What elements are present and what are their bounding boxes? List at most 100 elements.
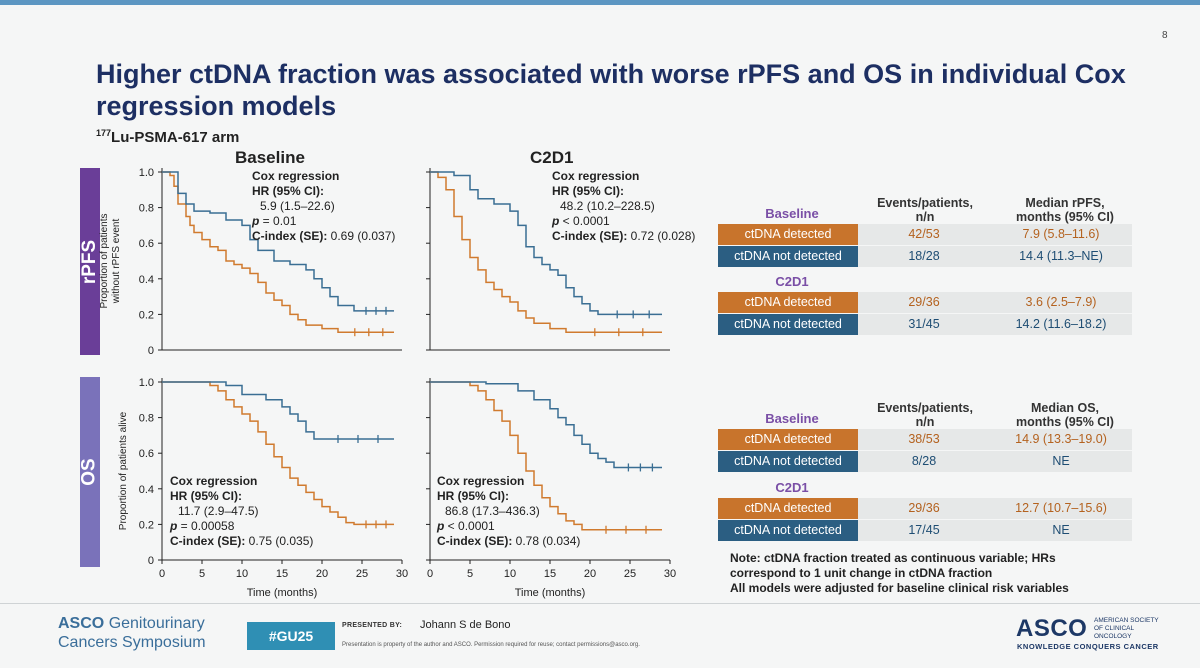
asco-tagline: KNOWLEDGE CONQUERS CANCER: [1017, 642, 1159, 651]
rpfs-col-median-line2: months (95% CI): [995, 210, 1135, 224]
os-baseline-y-tick-label: 1.0: [139, 377, 154, 389]
os-c2d1-x-tick-label: 0: [427, 568, 433, 580]
os-baseline-series-not-detected: [162, 382, 394, 439]
symposium-line1: Genitourinary: [109, 615, 205, 632]
os-baseline-annotation-line: C-index (SE): 0.75 (0.035): [170, 534, 313, 548]
rpfs-baseline-notdetected-label: ctDNA not detected: [718, 246, 858, 267]
rpfs-c2d1-annotation-line: HR (95% CI):: [552, 184, 624, 198]
os-c2d1-x-tick-label: 30: [664, 568, 676, 580]
os-baseline-x-tick-label: 30: [396, 568, 408, 580]
os-baseline-detected-events: 38/53: [858, 429, 990, 450]
os-baseline-annotation-line: 11.7 (2.9–47.5): [178, 504, 259, 518]
rpfs-baseline-y-tick-label: 1.0: [139, 167, 154, 179]
os-baseline-y-tick-label: 0.2: [139, 519, 154, 531]
os-col-median-line1: Median OS,: [995, 401, 1135, 415]
symposium-line2: Cancers Symposium: [58, 633, 206, 652]
os-baseline-y-tick-label: 0.8: [139, 413, 154, 425]
footnote: Note: ctDNA fraction treated as continuo…: [730, 551, 1170, 596]
rpfs-c2d1-annotation-line: C-index (SE): 0.72 (0.028): [552, 229, 695, 243]
footnote-line2: correspond to 1 unit change in ctDNA fra…: [730, 566, 1170, 581]
presented-by-label: PRESENTED BY:: [342, 622, 402, 629]
rpfs-baseline-y-tick-label: 0.2: [139, 309, 154, 321]
os-col-median-line2: months (95% CI): [995, 415, 1135, 429]
rpfs-baseline-detected-events: 42/53: [858, 224, 990, 245]
os-baseline-x-tick-label: 25: [356, 568, 368, 580]
rpfs-baseline-y-axis-label: Proportion of patientswithout rPFS event: [99, 213, 122, 308]
os-group-c2d1: C2D1: [728, 480, 856, 495]
rpfs-c2d1-notdetected-label: ctDNA not detected: [718, 314, 858, 335]
os-baseline-x-tick-label: 20: [316, 568, 328, 580]
os-c2d1-annotation-line: C-index (SE): 0.78 (0.034): [437, 534, 580, 548]
rpfs-baseline-notdetected-median: 14.4 (11.3–NE): [990, 246, 1132, 267]
rpfs-c2d1-annotation-line: p < 0.0001: [551, 214, 610, 228]
rpfs-c2d1-annotation-line: Cox regression: [552, 169, 639, 183]
rpfs-group-baseline: Baseline: [728, 206, 856, 221]
rpfs-col-median: Median rPFS, months (95% CI): [995, 196, 1135, 224]
os-baseline-notdetected-label: ctDNA not detected: [718, 451, 858, 472]
os-c2d1-annotation-line: HR (95% CI):: [437, 489, 509, 503]
os-c2d1-series-not-detected: [430, 382, 662, 467]
os-c2d1-x-tick-label: 15: [544, 568, 556, 580]
os-c2d1-x-tick-label: 5: [467, 568, 473, 580]
os-c2d1-detected-label: ctDNA detected: [718, 498, 858, 519]
rpfs-c2d1-detected-median: 3.6 (2.5–7.9): [990, 292, 1132, 313]
os-baseline-detected-median: 14.9 (13.3–19.0): [990, 429, 1132, 450]
os-c2d1-annotation-line: Cox regression: [437, 474, 524, 488]
rpfs-baseline-y-tick-label: 0.6: [139, 238, 154, 250]
os-c2d1-annotation-line: 86.8 (17.3–436.3): [445, 504, 540, 518]
rpfs-baseline-annotation-line: 5.9 (1.5–22.6): [260, 199, 335, 213]
rpfs-group-c2d1: C2D1: [728, 274, 856, 289]
os-baseline-x-tick-label: 0: [159, 568, 165, 580]
rpfs-c2d1-detected-label: ctDNA detected: [718, 292, 858, 313]
os-baseline-annotation-line: Cox regression: [170, 474, 257, 488]
rpfs-col-events-line1: Events/patients,: [860, 196, 990, 210]
os-baseline-x-axis-label: Time (months): [247, 587, 318, 599]
rpfs-baseline-notdetected-events: 18/28: [858, 246, 990, 267]
os-c2d1-notdetected-events: 17/45: [858, 520, 990, 541]
os-col-events-line1: Events/patients,: [860, 401, 990, 415]
rpfs-col-median-line1: Median rPFS,: [995, 196, 1135, 210]
hashtag-badge: #GU25: [247, 622, 335, 650]
os-col-median: Median OS, months (95% CI): [995, 401, 1135, 429]
footnote-line3: All models were adjusted for baseline cl…: [730, 581, 1170, 596]
footer-divider: [0, 603, 1200, 604]
rpfs-baseline-y-tick-label: 0.8: [139, 203, 154, 215]
os-baseline-annotation-line: p = 0.00058: [169, 519, 235, 533]
os-col-events-line2: n/n: [860, 415, 990, 429]
os-c2d1-detected-events: 29/36: [858, 498, 990, 519]
os-c2d1-x-tick-label: 25: [624, 568, 636, 580]
rpfs-c2d1-notdetected-events: 31/45: [858, 314, 990, 335]
rpfs-col-events-line2: n/n: [860, 210, 990, 224]
os-baseline-x-tick-label: 15: [276, 568, 288, 580]
os-baseline-y-axis-label: Proportion of patients alive: [118, 411, 129, 530]
rpfs-c2d1-annotation-line: 48.2 (10.2–228.5): [560, 199, 655, 213]
os-baseline-y-tick-label: 0: [148, 555, 154, 567]
rpfs-c2d1-detected-events: 29/36: [858, 292, 990, 313]
rpfs-baseline-y-tick-label: 0.4: [139, 274, 154, 286]
os-c2d1-notdetected-label: ctDNA not detected: [718, 520, 858, 541]
rpfs-c2d1-notdetected-median: 14.2 (11.6–18.2): [990, 314, 1132, 335]
slide-number: 8: [1162, 30, 1168, 41]
os-baseline-x-tick-label: 5: [199, 568, 205, 580]
os-c2d1-detected-median: 12.7 (10.7–15.6): [990, 498, 1132, 519]
os-baseline-annotation-line: HR (95% CI):: [170, 489, 242, 503]
symposium-logo: ASCO Genitourinary Cancers Symposium: [58, 614, 206, 652]
presenter-name: Johann S de Bono: [420, 619, 511, 631]
os-baseline-notdetected-events: 8/28: [858, 451, 990, 472]
os-c2d1-annotation-line: p < 0.0001: [436, 519, 495, 533]
rpfs-baseline-annotation-line: Cox regression: [252, 169, 339, 183]
rpfs-baseline-annotation-line: C-index (SE): 0.69 (0.037): [252, 229, 395, 243]
rpfs-c2d1-series-not-detected: [430, 172, 662, 314]
symposium-brand: ASCO: [58, 615, 104, 632]
os-c2d1-x-axis-label: Time (months): [515, 587, 586, 599]
os-baseline-x-tick-label: 10: [236, 568, 248, 580]
os-baseline-y-tick-label: 0.6: [139, 448, 154, 460]
rpfs-baseline-y-tick-label: 0: [148, 345, 154, 357]
rights-notice: Presentation is property of the author a…: [342, 642, 640, 648]
asco-society-name: AMERICAN SOCIETY OF CLINICAL ONCOLOGY: [1094, 617, 1164, 641]
os-c2d1-x-tick-label: 20: [584, 568, 596, 580]
footnote-line1: Note: ctDNA fraction treated as continuo…: [730, 551, 1170, 566]
rpfs-baseline-annotation-line: HR (95% CI):: [252, 184, 324, 198]
os-baseline-y-tick-label: 0.4: [139, 484, 154, 496]
os-col-events: Events/patients, n/n: [860, 401, 990, 429]
